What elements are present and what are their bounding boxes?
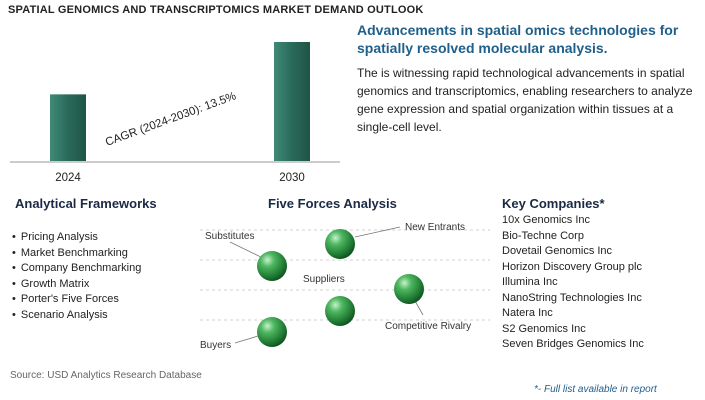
description: The is witnessing rapid technological ad…	[357, 66, 693, 134]
list-item: Market Benchmarking	[12, 246, 141, 262]
suppliers-label: Suppliers	[303, 274, 345, 285]
market-bar-chart: 2024 2030 CAGR (2024-2030): 13.5%	[10, 42, 340, 184]
list-item: Growth Matrix	[12, 277, 141, 293]
frameworks-title: Analytical Frameworks	[15, 196, 157, 211]
substitutes-ball	[257, 251, 287, 281]
companies-list: 10x Genomics Inc Bio-Techne Corp Dovetai…	[502, 213, 644, 353]
buyers-ball	[257, 317, 287, 347]
list-item: Scenario Analysis	[12, 308, 141, 324]
headline: Advancements in spatial omics technologi…	[357, 22, 679, 56]
list-item: NanoString Technologies Inc	[502, 291, 642, 304]
x-tick-label-2024: 2024	[55, 172, 81, 184]
list-item: Pricing Analysis	[12, 230, 141, 246]
cagr-annotation: CAGR (2024-2030): 13.5%	[104, 90, 238, 149]
list-item: 10x Genomics Inc	[502, 214, 591, 226]
footnote: *- Full list available in report	[534, 384, 657, 395]
new-entrants-pointer	[354, 226, 401, 238]
list-item: Bio-Techne Corp	[502, 229, 584, 242]
list-item: Horizon Discovery Group plc	[502, 260, 642, 273]
list-item: Company Benchmarking	[12, 261, 141, 277]
list-item: S2 Genomics Inc	[502, 322, 586, 335]
frameworks-list: Pricing Analysis Market Benchmarking Com…	[12, 230, 141, 323]
competitive-rivalry-label: Competitive Rivalry	[385, 321, 471, 332]
five-forces-diagram: Substitutes New Entrants Suppliers Compe…	[200, 222, 490, 351]
list-item: Illumina Inc	[502, 276, 558, 288]
page-title: SPATIAL GENOMICS AND TRANSCRIPTOMICS MAR…	[8, 4, 424, 16]
x-tick-label-2030: 2030	[279, 172, 305, 184]
list-item: Porter's Five Forces	[12, 292, 141, 308]
substitutes-label: Substitutes	[205, 231, 254, 242]
five-forces-title: Five Forces Analysis	[268, 196, 397, 211]
source-note: Source: USD Analytics Research Database	[10, 370, 202, 381]
new-entrants-label: New Entrants	[405, 222, 465, 233]
new-entrants-ball	[325, 229, 355, 259]
bar-2024	[50, 94, 86, 161]
suppliers-ball	[325, 296, 355, 326]
bar-2030	[274, 42, 310, 161]
list-item: Natera Inc	[502, 307, 553, 319]
buyers-pointer	[234, 335, 259, 344]
companies-title: Key Companies*	[502, 196, 605, 211]
buyers-label: Buyers	[200, 340, 231, 351]
list-item: Dovetail Genomics Inc	[502, 245, 613, 257]
competitive-rivalry-ball	[394, 274, 424, 304]
list-item: Seven Bridges Genomics Inc	[502, 338, 644, 350]
